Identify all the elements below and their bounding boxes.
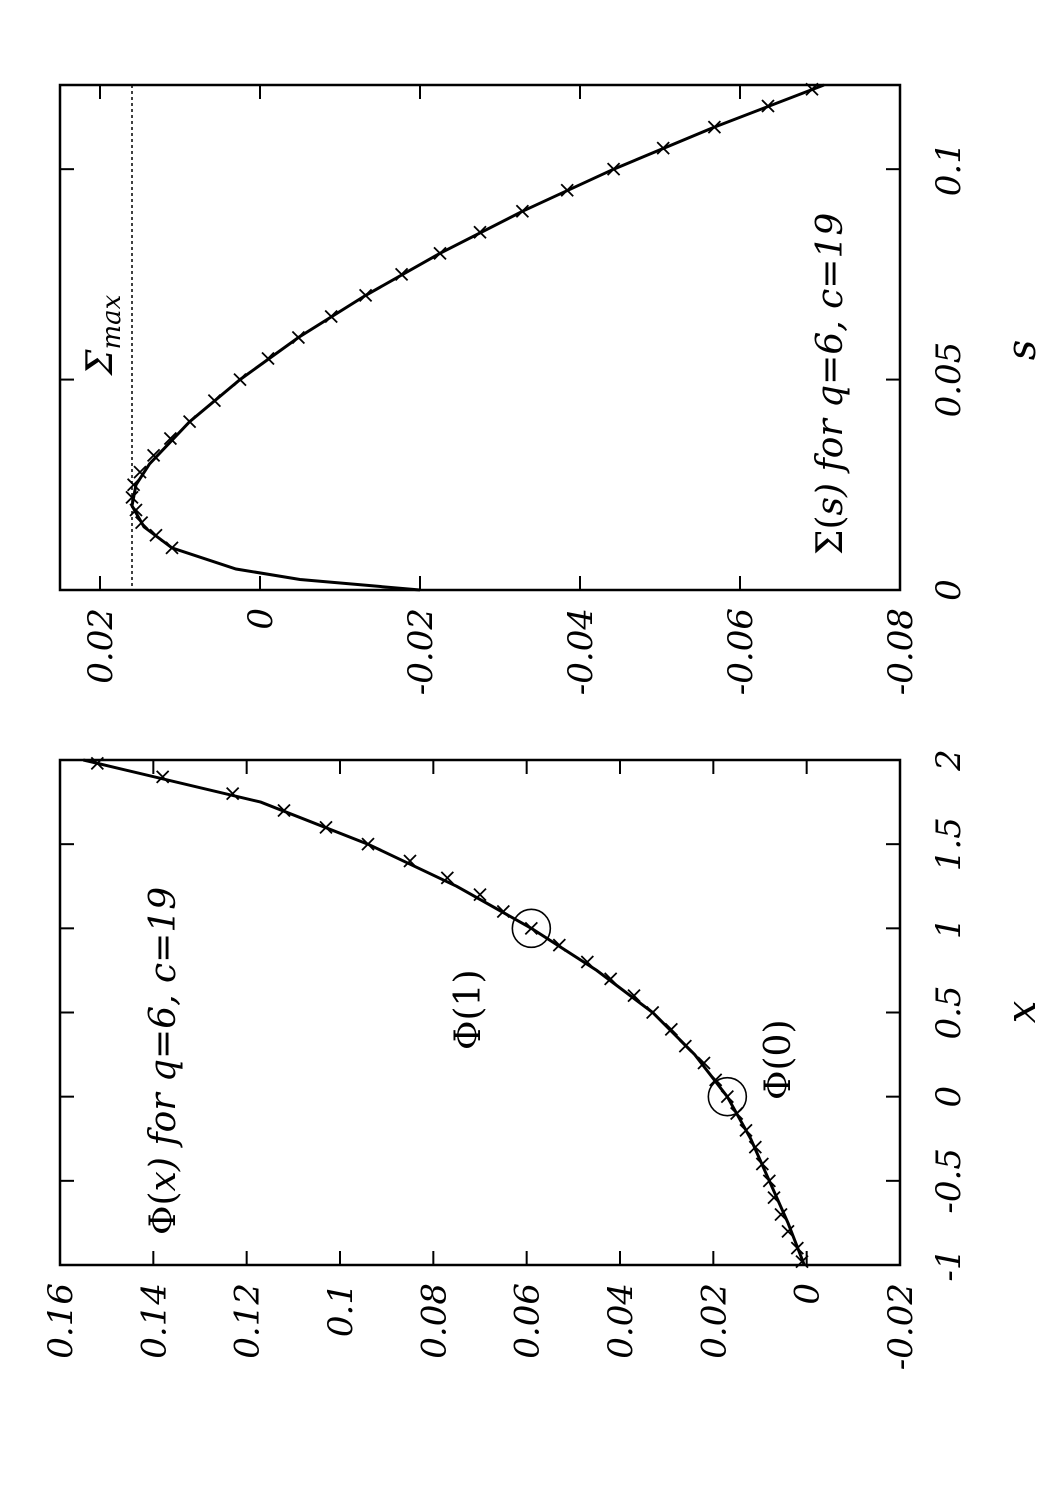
phi-y-tick-label: 0.04	[601, 1283, 641, 1359]
phi-y-tick-label: 0.02	[694, 1283, 734, 1359]
sigma-data-point	[656, 141, 670, 155]
sigma-data-point	[358, 288, 373, 303]
phi-data-point	[646, 1005, 660, 1020]
sigma-y-tick-label: -0.08	[881, 608, 921, 695]
phi-x-tick-label: -1	[929, 1248, 969, 1281]
phi-x-tick-label: 1.5	[929, 817, 969, 871]
phi-x-tick-label: 0	[929, 1086, 969, 1108]
phi-data-point	[664, 1022, 678, 1036]
phi-y-tick-label: 0.1	[321, 1283, 361, 1337]
phi-circled-point-1	[511, 908, 552, 949]
sigma-x-axis-label: s	[999, 340, 1045, 361]
sigma-y-tick-label: 0.02	[81, 608, 121, 684]
sigma-max-label: Σmax	[80, 294, 127, 377]
sigma-data-point	[233, 372, 247, 387]
sigma-plot-frame	[58, 83, 902, 592]
sigma-y-tick-label: -0.02	[401, 608, 441, 695]
phi-x-tick-label: 0.5	[929, 985, 969, 1039]
phi-data-point	[678, 1039, 692, 1053]
sigma-x-tick-label: 0	[929, 579, 969, 601]
sigma-data-point	[394, 267, 409, 282]
sigma-data-point	[146, 448, 161, 462]
sigma-data-point	[291, 330, 306, 345]
sigma-data-point	[433, 246, 447, 260]
sigma-data-point	[261, 351, 275, 366]
phi-data-point	[748, 1140, 762, 1154]
sigma-y-tick-label: 0	[241, 608, 281, 630]
sigma-data-point	[515, 204, 530, 218]
sigma-data-point	[761, 99, 775, 113]
sigma-x-tick-label: 0.05	[929, 342, 969, 418]
phi-y-tick-label: -0.02	[881, 1283, 921, 1370]
phi-title-annotation: Φ(x) for q=6, c=19	[143, 887, 184, 1235]
sigma-title-annotation: Σ(s) for q=6, c=19	[810, 213, 851, 555]
sigma-data-point	[163, 431, 178, 446]
phi-data-point	[580, 955, 594, 969]
phi-y-tick-label: 0.16	[41, 1283, 81, 1359]
phi-data-point	[361, 837, 375, 851]
sigma-x-tick-label: 0.1	[929, 142, 969, 196]
sigma-data-point	[207, 393, 222, 408]
phi-data-point	[473, 888, 487, 902]
phi-data-point	[604, 972, 618, 986]
sigma-y-tick-label: -0.04	[561, 608, 601, 695]
sigma-data-point	[149, 528, 163, 542]
phi-y-tick-label: 0.06	[508, 1283, 548, 1359]
phi-data-point	[319, 820, 333, 834]
phi-data-point	[524, 921, 538, 935]
phi-x-tick-label: 2	[929, 749, 969, 772]
phi-y-tick-label: 0	[788, 1283, 828, 1305]
phi-data-point	[627, 989, 641, 1003]
phi-circled-point-0	[707, 1076, 748, 1117]
phi-data-point	[156, 770, 170, 784]
sigma-data-point	[606, 162, 621, 176]
phi-chart: -1 -0.5 0 0.5 1 1.5 2 -0.02 0 0.02 0.04 0.06 0.08 0.…	[41, 749, 1045, 1370]
phi-data-point	[762, 1174, 776, 1188]
phi-data-point	[755, 1157, 769, 1171]
phi-y-tick-label: 0.14	[134, 1283, 174, 1359]
phi-x-axis-label: x	[999, 1001, 1045, 1024]
sigma-data-point	[165, 541, 179, 555]
phi-data-point	[767, 1191, 781, 1205]
phi-data-point	[697, 1056, 711, 1070]
phi-data-point	[440, 871, 454, 885]
phi-y-tick-label: 0.08	[414, 1283, 454, 1359]
phi-data-point	[552, 938, 566, 952]
phi-data-point	[739, 1123, 753, 1137]
phi-data-point	[496, 904, 510, 919]
sigma-data-point	[324, 309, 338, 324]
sigma-data-point	[126, 478, 141, 492]
sigma-data-point	[473, 225, 487, 239]
phi-data-point	[226, 787, 240, 801]
phi-data-point	[720, 1090, 734, 1104]
phi-data-point	[403, 854, 417, 868]
phi-data-point	[790, 1241, 804, 1255]
sigma-data-point	[125, 490, 139, 505]
sigma-data-point	[560, 183, 574, 197]
phi-0-annotation: Φ(0)	[758, 1019, 799, 1100]
phi-x-tick-label: 1	[929, 918, 969, 940]
phi-data-point	[781, 1224, 795, 1238]
phi-data-point	[709, 1073, 723, 1087]
phi-1-annotation: Φ(1)	[448, 969, 489, 1050]
sigma-data-point	[182, 415, 197, 429]
phi-data-point	[277, 803, 291, 818]
phi-y-tick-label: 0.12	[228, 1283, 268, 1359]
sigma-data-point	[133, 465, 147, 479]
sigma-data-point	[707, 120, 722, 134]
sigma-data-point	[129, 503, 143, 517]
sigma-data-point	[134, 516, 149, 530]
phi-x-tick-label: -0.5	[929, 1148, 969, 1214]
phi-data-point	[774, 1207, 788, 1222]
sigma-y-tick-label: -0.06	[721, 608, 761, 695]
sigma-chart: 0 0.05 0.1 -0.08 -0.06 -0.04 -0.02 0 0.02 s Σma…	[58, 82, 1045, 695]
